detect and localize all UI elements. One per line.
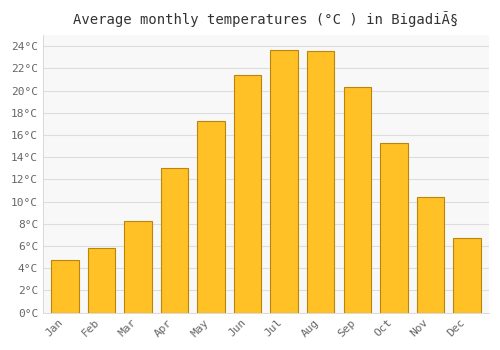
Bar <box>416 197 444 313</box>
Bar <box>344 88 371 313</box>
Bar <box>454 238 480 313</box>
Bar <box>124 220 152 313</box>
Bar <box>198 121 225 313</box>
Bar <box>88 248 115 313</box>
Bar <box>51 260 78 313</box>
Bar <box>307 51 334 313</box>
Bar <box>270 50 298 313</box>
Title: Average monthly temperatures (°C ) in BigadiÃ§: Average monthly temperatures (°C ) in Bi… <box>74 11 458 27</box>
Bar <box>161 168 188 313</box>
Bar <box>234 75 262 313</box>
Bar <box>380 143 407 313</box>
